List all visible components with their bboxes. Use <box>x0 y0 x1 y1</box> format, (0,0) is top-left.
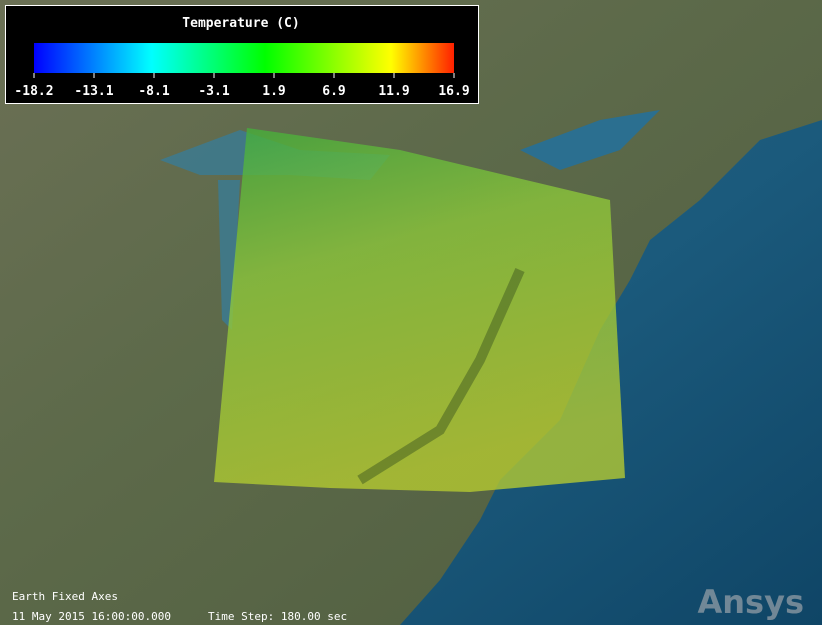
temperature-overlay <box>214 128 625 492</box>
lake-michigan <box>218 180 240 330</box>
legend-tick-label: -3.1 <box>198 84 229 99</box>
time-step-label: Time Step: 180.00 sec <box>208 610 347 623</box>
color-bar <box>34 43 454 73</box>
legend-tick-label: -13.1 <box>74 84 113 99</box>
legend-tick-label: 11.9 <box>378 84 409 99</box>
time-label: 11 May 2015 16:00:00.000 <box>12 610 171 623</box>
gulf <box>520 110 660 170</box>
legend-ticks: -18.2 -13.1 -8.1 -3.1 1.9 6.9 11.9 16.9 <box>14 73 470 99</box>
terrain-ridge <box>357 267 525 485</box>
axes-label: Earth Fixed Axes <box>12 590 118 603</box>
logo: Ansys <box>698 583 805 621</box>
legend-tick-label: 6.9 <box>322 84 345 99</box>
legend-tick-label: 16.9 <box>438 84 469 99</box>
legend-tick-label: -18.2 <box>14 84 53 99</box>
legend-title: Temperature (C) <box>182 16 299 31</box>
legend-tick-label: -8.1 <box>138 84 169 99</box>
legend-tick-label: 1.9 <box>262 84 285 99</box>
